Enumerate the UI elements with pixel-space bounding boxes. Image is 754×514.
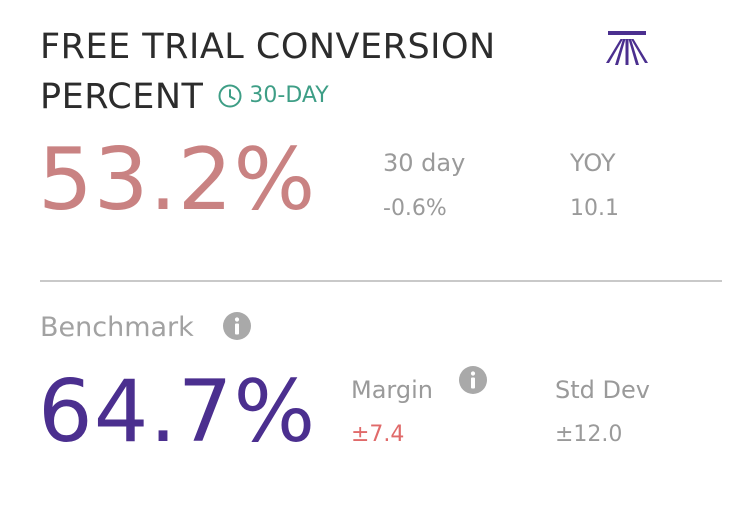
thirty-day-label: 30 day <box>383 149 466 177</box>
benchmark-label: Benchmark <box>40 312 194 343</box>
margin-info-icon[interactable] <box>458 365 488 395</box>
yoy-label: YOY <box>570 149 616 177</box>
benchmark-info-icon[interactable] <box>222 311 252 341</box>
title-line-2: PERCENT 30-DAY <box>40 72 600 122</box>
sunrise-logo-icon <box>606 31 648 65</box>
period-badge: 30-DAY <box>217 83 329 109</box>
yoy-value: 10.1 <box>570 196 619 221</box>
title-line-1: FREE TRIAL CONVERSION <box>40 27 496 67</box>
margin-label: Margin <box>351 376 433 404</box>
title-line-2-text: PERCENT <box>40 77 204 117</box>
std-dev-value: ±12.0 <box>555 422 623 447</box>
conversion-rate-value: 53.2% <box>38 130 317 230</box>
period-label: 30-DAY <box>249 83 329 108</box>
margin-value: ±7.4 <box>351 422 405 447</box>
card-title: FREE TRIAL CONVERSION PERCENT 30-DAY <box>40 22 600 122</box>
thirty-day-value: -0.6% <box>383 196 447 221</box>
benchmark-value: 64.7% <box>38 362 317 462</box>
clock-icon <box>218 84 242 108</box>
std-dev-label: Std Dev <box>555 376 650 404</box>
section-divider <box>40 280 722 282</box>
